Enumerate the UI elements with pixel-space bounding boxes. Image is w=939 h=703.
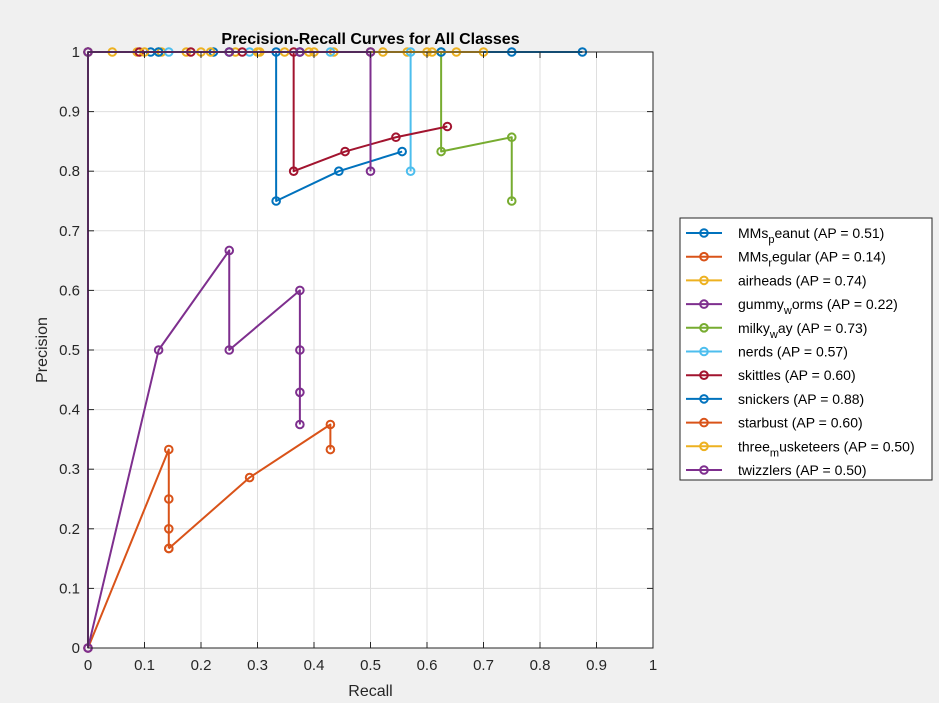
legend-box xyxy=(679,217,933,481)
data-point xyxy=(295,285,305,296)
legend-label: threemusketeers (AP = 0.50) xyxy=(738,438,915,459)
legend-item: snickers (AP = 0.88) xyxy=(686,391,864,407)
series-line xyxy=(87,448,170,649)
legend-marker xyxy=(699,275,709,286)
y-axis-label: Precision xyxy=(34,317,51,383)
legend-label: MMsregular (AP = 0.14) xyxy=(738,249,886,270)
legend-item: gummyworms (AP = 0.22) xyxy=(686,296,898,317)
legend-item: skittles (AP = 0.60) xyxy=(686,367,856,383)
data-point xyxy=(442,121,453,132)
data-point xyxy=(506,196,517,206)
legend-marker xyxy=(699,299,709,309)
series-starbust xyxy=(163,419,336,554)
y-tick-label: 1 xyxy=(72,44,80,61)
x-tick-label: 0.2 xyxy=(191,657,212,674)
legend-marker xyxy=(699,465,709,475)
legend-label: starbust (AP = 0.60) xyxy=(738,415,863,431)
x-tick-label: 0.1 xyxy=(134,657,155,674)
y-tick-label: 0.6 xyxy=(59,282,80,299)
x-tick-label: 0.9 xyxy=(586,657,607,674)
legend-label: airheads (AP = 0.74) xyxy=(738,272,867,288)
legend-item: airheads (AP = 0.74) xyxy=(686,272,867,288)
legend-marker xyxy=(699,417,709,428)
legend-marker xyxy=(699,394,709,404)
data-point xyxy=(340,146,350,157)
data-point xyxy=(244,472,255,483)
x-tick-label: 0.4 xyxy=(304,657,325,674)
data-point xyxy=(288,166,299,176)
data-point xyxy=(153,345,164,355)
data-point xyxy=(506,132,517,143)
legend-marker xyxy=(699,228,709,238)
x-tick-label: 0.8 xyxy=(530,657,551,674)
data-point xyxy=(365,166,376,176)
y-tick-label: 0.4 xyxy=(59,402,80,419)
legend-label: skittles (AP = 0.60) xyxy=(738,367,856,383)
x-tick-label: 0.7 xyxy=(473,657,494,674)
x-axis-label: Recall xyxy=(348,683,392,700)
data-point xyxy=(224,345,235,355)
legend-label: gummyworms (AP = 0.22) xyxy=(738,296,898,317)
legend-label: MMspeanut (AP = 0.51) xyxy=(738,225,884,246)
data-point xyxy=(405,166,416,176)
legend-item: MMspeanut (AP = 0.51) xyxy=(686,225,884,246)
legend-item: MMsregular (AP = 0.14) xyxy=(686,249,886,270)
data-point xyxy=(224,245,235,256)
data-point xyxy=(271,196,281,206)
legend-marker xyxy=(699,251,709,262)
y-tick-label: 0.2 xyxy=(59,521,80,538)
data-point xyxy=(325,444,336,455)
data-point xyxy=(334,166,344,176)
data-point xyxy=(295,345,305,355)
legend-label: snickers (AP = 0.88) xyxy=(738,391,864,407)
legend-item: threemusketeers (AP = 0.50) xyxy=(686,438,915,459)
y-tick-label: 0.9 xyxy=(59,104,80,121)
x-tick-label: 0.6 xyxy=(417,657,438,674)
data-point xyxy=(295,387,305,398)
data-point xyxy=(436,146,446,157)
legend-label: twizzlers (AP = 0.50) xyxy=(738,462,867,478)
y-tick-label: 0.7 xyxy=(59,223,80,240)
legend-marker xyxy=(699,370,709,381)
y-tick-label: 0.8 xyxy=(59,163,80,180)
y-tick-label: 0.1 xyxy=(59,580,80,597)
data-point xyxy=(163,543,174,554)
data-point xyxy=(397,146,407,157)
data-point xyxy=(295,419,305,430)
legend-marker xyxy=(699,323,709,333)
data-point xyxy=(163,524,174,534)
legend: MMspeanut (AP = 0.51) MMsregular (AP = 0.… xyxy=(679,217,933,481)
series-line xyxy=(87,249,301,649)
legend-label: milkyway (AP = 0.73) xyxy=(738,320,867,341)
data-point xyxy=(163,444,174,455)
data-point xyxy=(391,132,401,143)
legend-marker xyxy=(699,346,709,357)
y-tick-label: 0.5 xyxy=(59,342,80,359)
legend-item: starbust (AP = 0.60) xyxy=(686,415,863,431)
data-point xyxy=(163,494,174,504)
legend-item: milkyway (AP = 0.73) xyxy=(686,320,867,341)
series-line xyxy=(168,423,332,550)
x-tick-label: 0.5 xyxy=(360,657,381,674)
data-point xyxy=(325,419,336,430)
legend-label: nerds (AP = 0.57) xyxy=(738,344,848,360)
x-tick-label: 0 xyxy=(84,657,92,674)
legend-marker xyxy=(699,441,709,452)
legend-item: twizzlers (AP = 0.50) xyxy=(686,462,867,478)
x-tick-label: 1 xyxy=(649,657,657,674)
chart-title: Precision-Recall Curves for All Classes xyxy=(221,31,519,48)
series-gummy_worms xyxy=(83,245,305,653)
x-tick-label: 0.3 xyxy=(247,657,268,674)
legend-item: nerds (AP = 0.57) xyxy=(686,344,848,360)
y-tick-label: 0 xyxy=(72,640,80,657)
tick-layer: 0 0.1 0.2 0.3 0.4 0.5 0.6 0.7 0.8 0.9 1 0 0.1 0.2 0.3 0… xyxy=(59,44,657,674)
y-tick-label: 0.3 xyxy=(59,461,80,478)
